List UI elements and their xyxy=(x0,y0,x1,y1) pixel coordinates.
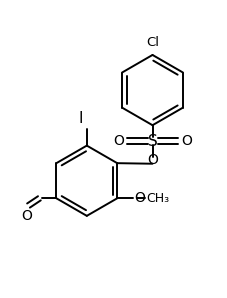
Text: O: O xyxy=(112,134,123,148)
Text: CH₃: CH₃ xyxy=(146,192,169,205)
Text: O: O xyxy=(146,153,157,167)
Text: Cl: Cl xyxy=(145,36,158,49)
Text: I: I xyxy=(79,111,83,126)
Text: S: S xyxy=(147,134,157,149)
Text: O: O xyxy=(134,191,144,205)
Text: O: O xyxy=(180,134,191,148)
Text: O: O xyxy=(21,209,32,223)
